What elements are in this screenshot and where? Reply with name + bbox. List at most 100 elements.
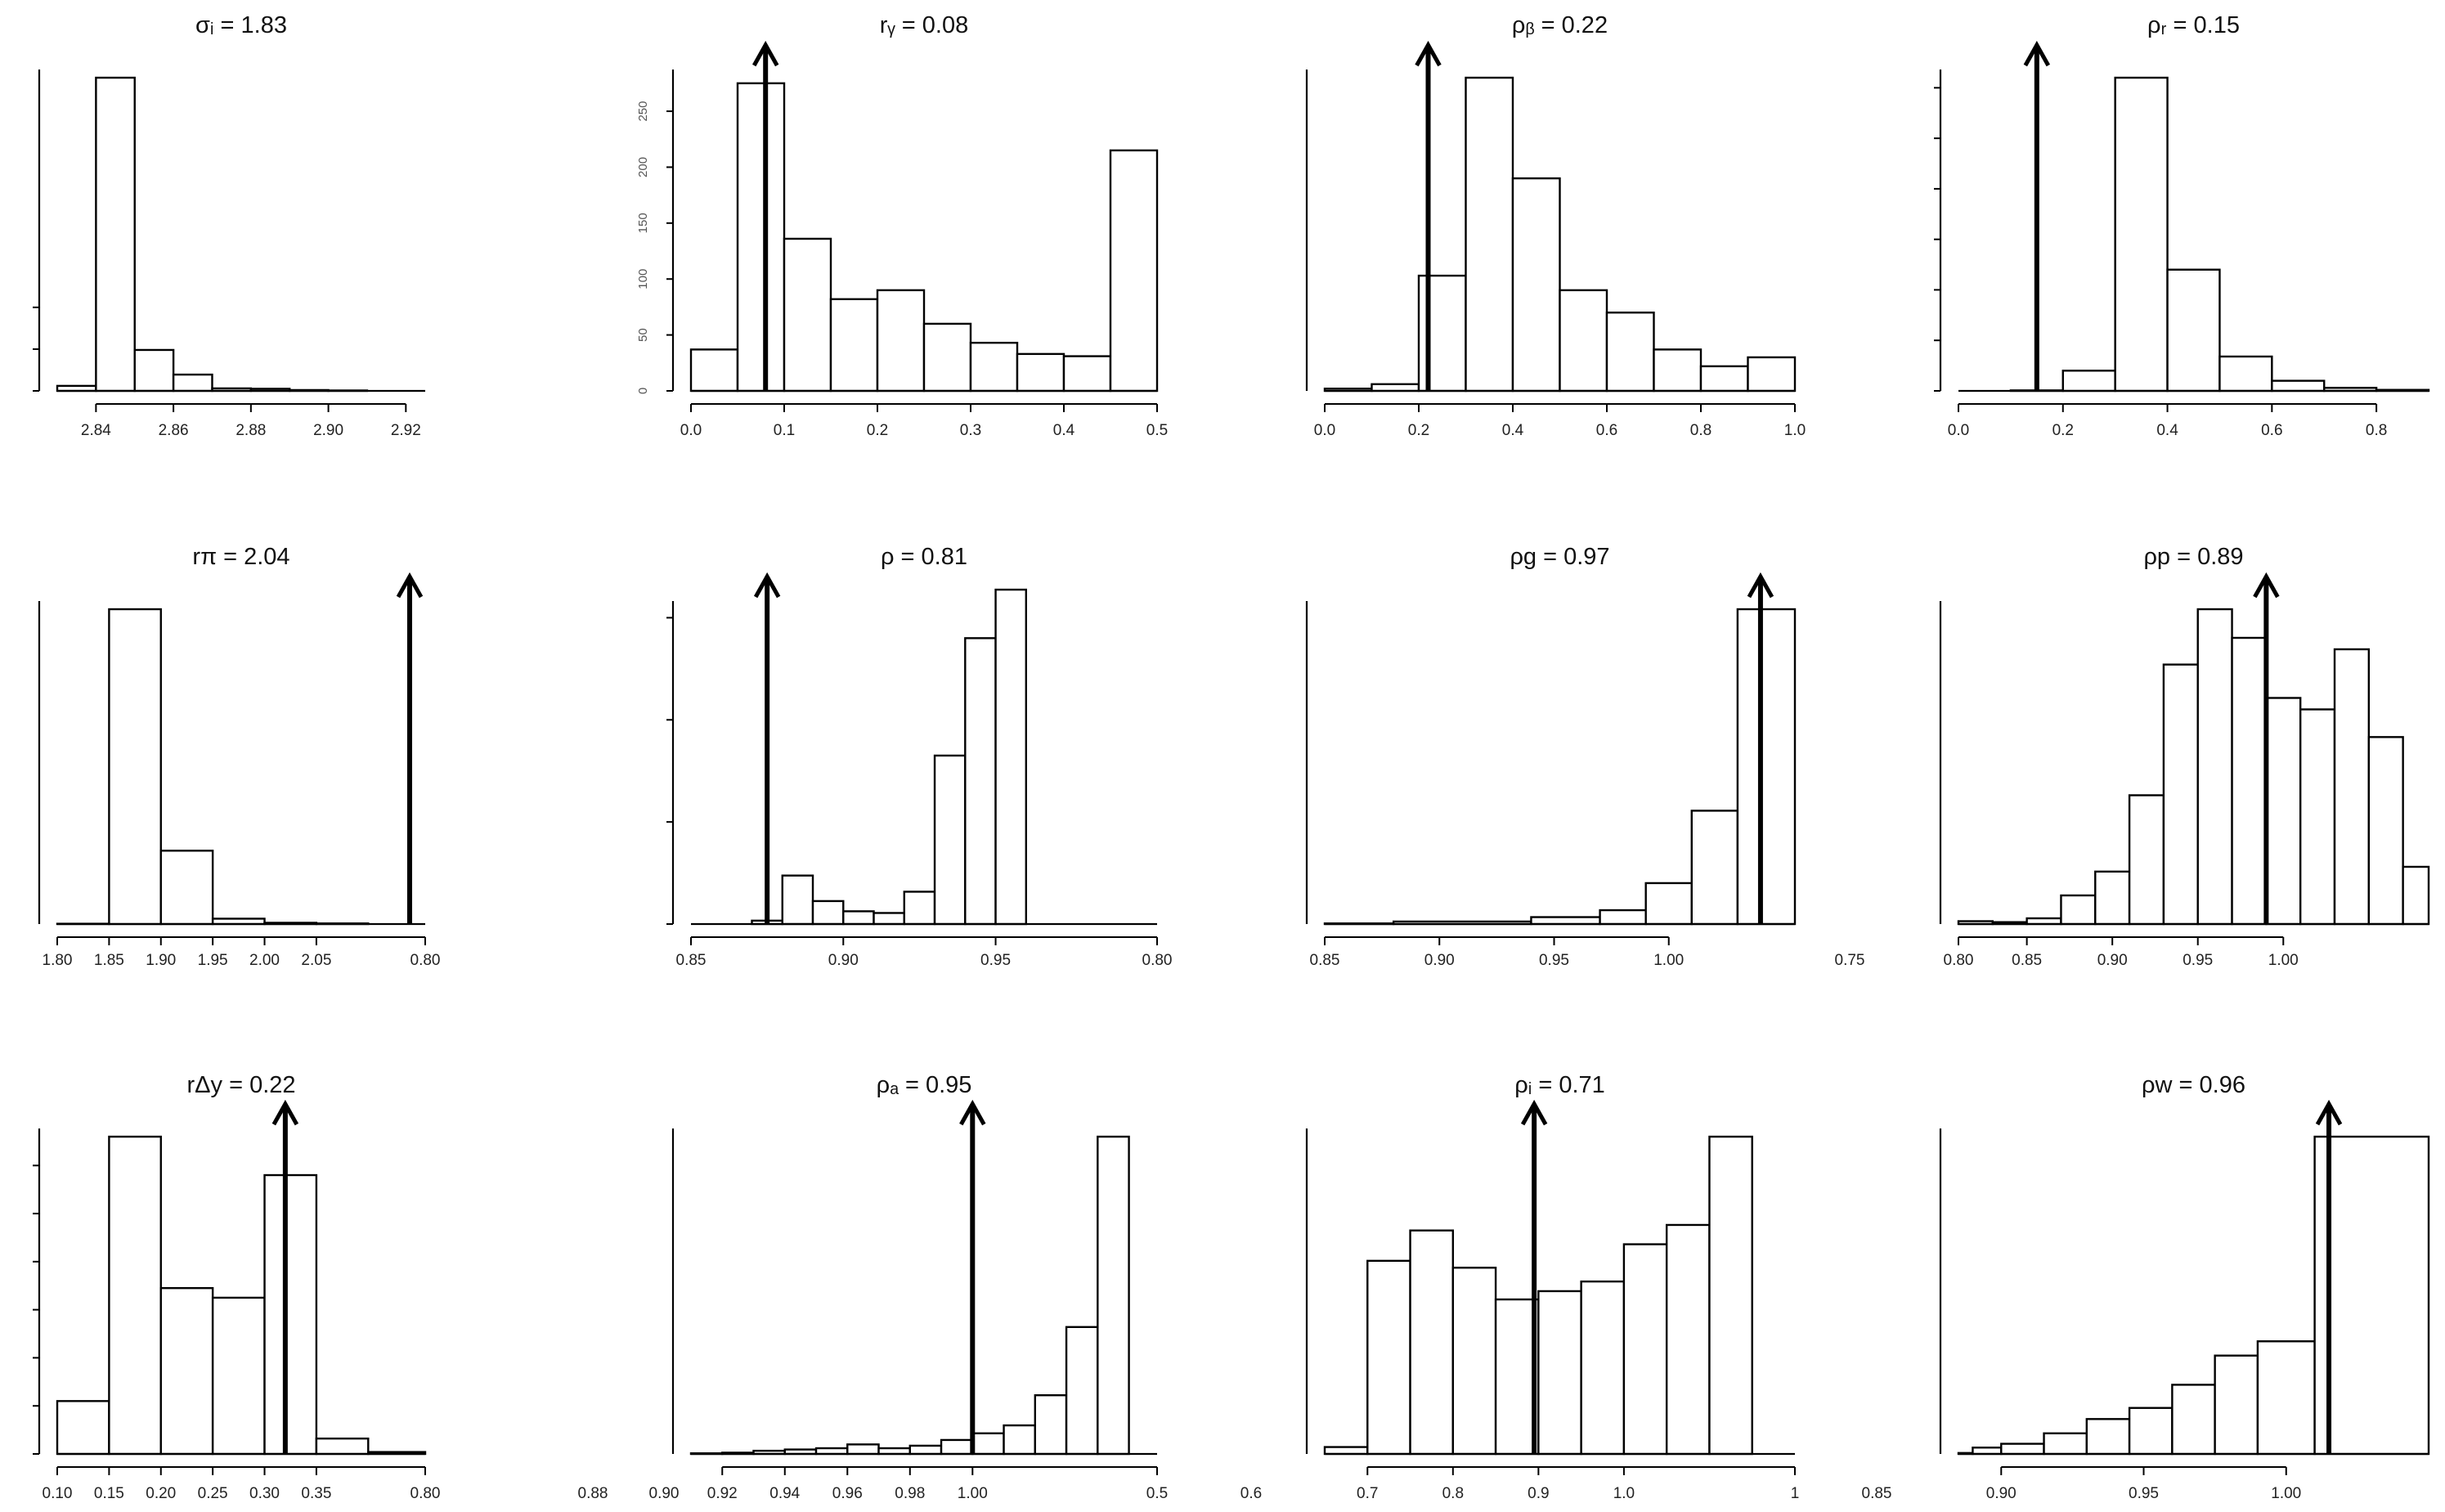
x-tick-label: 1.0 [1784,422,1806,439]
x-tick-label: 0.6 [1596,422,1617,439]
histogram-bar [263,1173,318,1456]
x-tick-label: 0.8 [2366,422,2387,439]
x-tick-label: 0.8 [1442,1485,1464,1502]
histogram-bar [1016,352,1065,393]
panel-rho_g: ρg = 0.97 0.85 0.90 0.95 1.00 [1305,544,1797,969]
histogram-bar [1972,1447,2003,1456]
x-tick-label: 0.2 [1408,422,1429,439]
panel-title: rπ = 2.04 [192,544,289,570]
histogram-bar [1494,1298,1540,1456]
arrow-head [2253,572,2280,599]
x-tick-label: 0.94 [769,1485,800,1502]
histogram-bar [2271,379,2326,393]
stray-tick-label: 0.85 [1862,1485,1892,1502]
x-tick-label: 1.00 [958,1485,988,1502]
histogram-bar [1109,149,1159,393]
x-tick-label: 1.00 [2271,1485,2301,1502]
x-tick-label: 0.90 [828,952,859,969]
x-tick-label: 0.10 [43,1485,73,1502]
histogram-bar [964,637,997,926]
x-tick-label: 0.90 [1424,952,1455,969]
x-tick-label: 0.30 [249,1485,280,1502]
panel-rho_p: ρp = 0.89 0.80 0.85 0.90 0.95 1.00 [1939,544,2430,969]
y-tick-label: 100 [636,269,650,289]
histogram-bar [1003,1424,1037,1456]
histogram-bar [873,912,905,926]
arrow-head [1415,40,1442,67]
histogram-bar [1465,76,1514,393]
histogram-bar [2196,608,2233,926]
x-tick-label: 0.15 [94,1485,124,1502]
histogram-bar [2231,636,2268,926]
histogram-bar [1371,383,1420,393]
histogram-bar [2162,663,2199,926]
histogram-bar [940,1438,974,1456]
y-tick-label: 200 [636,157,650,177]
histogram-bar [108,1135,162,1456]
histogram-bar [2128,1407,2174,1456]
histogram-bar [781,874,814,926]
histogram-bar [876,289,926,393]
x-tick-label: 0.20 [146,1485,176,1502]
histogram-bar [1034,1394,1068,1456]
stray-tick-label: 0.75 [1835,952,1865,969]
panel-rho_w: ρw = 0.96 0.90 0.95 1.00 [1939,1072,2430,1502]
histogram-bar [1599,909,1647,926]
histogram-bar [1062,355,1112,393]
x-tick-label: 2.92 [391,422,421,439]
panel-r_pi: rπ = 2.04 1.80 1.85 1.90 1.95 2.00 2.05 0.80 [38,544,441,969]
panel-title: σᵢ = 1.83 [195,12,287,38]
histogram-bar [971,1432,1005,1456]
x-tick-label: 0.9 [1528,1485,1549,1502]
arrow-head [396,572,424,599]
histogram-bar [1065,1326,1099,1456]
x-tick-label: 1.85 [94,952,124,969]
histogram-bar [2166,268,2221,393]
histogram-bar [2333,648,2371,926]
histogram-bar [108,608,162,926]
x-tick-label: 2.86 [159,422,189,439]
panel-title: ρp = 0.89 [2143,544,2243,570]
x-tick-label: 0.98 [895,1485,925,1502]
histogram-bar [1747,356,1797,393]
arrow-head [2023,40,2051,67]
histogram-bar [159,850,214,926]
x-tick-label: 0.25 [198,1485,228,1502]
stray-tick-label: 0.88 [578,1485,608,1502]
panel-title: rᵧ = 0.08 [880,12,968,38]
x-tick-label: 0.0 [680,422,702,439]
panel-title: ρᵢ = 0.71 [1514,1072,1605,1098]
x-tick-label: 0.95 [1539,952,1569,969]
histogram-bar [1605,312,1655,393]
arrow-head [959,1099,986,1126]
x-tick-label: 1 [1791,1485,1800,1502]
stray-tick-label: 0.90 [649,1485,680,1502]
histogram-bar [133,348,175,393]
histogram-bar [903,891,936,926]
histogram-bar [1653,348,1703,393]
histogram-bar [1530,916,1601,926]
x-tick-label: 0.92 [707,1485,738,1502]
x-tick-label: 0.80 [410,952,441,969]
y-tick-label: 50 [636,328,650,342]
histogram-bar [211,1296,266,1456]
x-tick-label: 0.0 [1314,422,1335,439]
x-tick-label: 2.84 [81,422,111,439]
arrow-head [753,572,781,599]
x-tick-label: 0.96 [832,1485,863,1502]
histogram-bar [2299,708,2336,926]
x-tick-label: 2.90 [313,422,343,439]
histogram-bar [1708,1135,1753,1456]
x-tick-label: 0.85 [2012,952,2042,969]
x-tick-label: 0.5 [1146,1485,1168,1502]
histogram-bar [846,1443,880,1456]
histogram-bar [56,1400,110,1456]
histogram-bar [969,341,1019,393]
arrow-head [1520,1099,1548,1126]
x-tick-label: 0.4 [1502,422,1524,439]
histogram-bar [842,910,875,926]
histogram-bar [933,754,967,926]
x-tick-label: 0.35 [301,1485,331,1502]
x-tick-label: 0.0 [1948,422,1969,439]
x-tick-label: 0.5 [1146,422,1168,439]
